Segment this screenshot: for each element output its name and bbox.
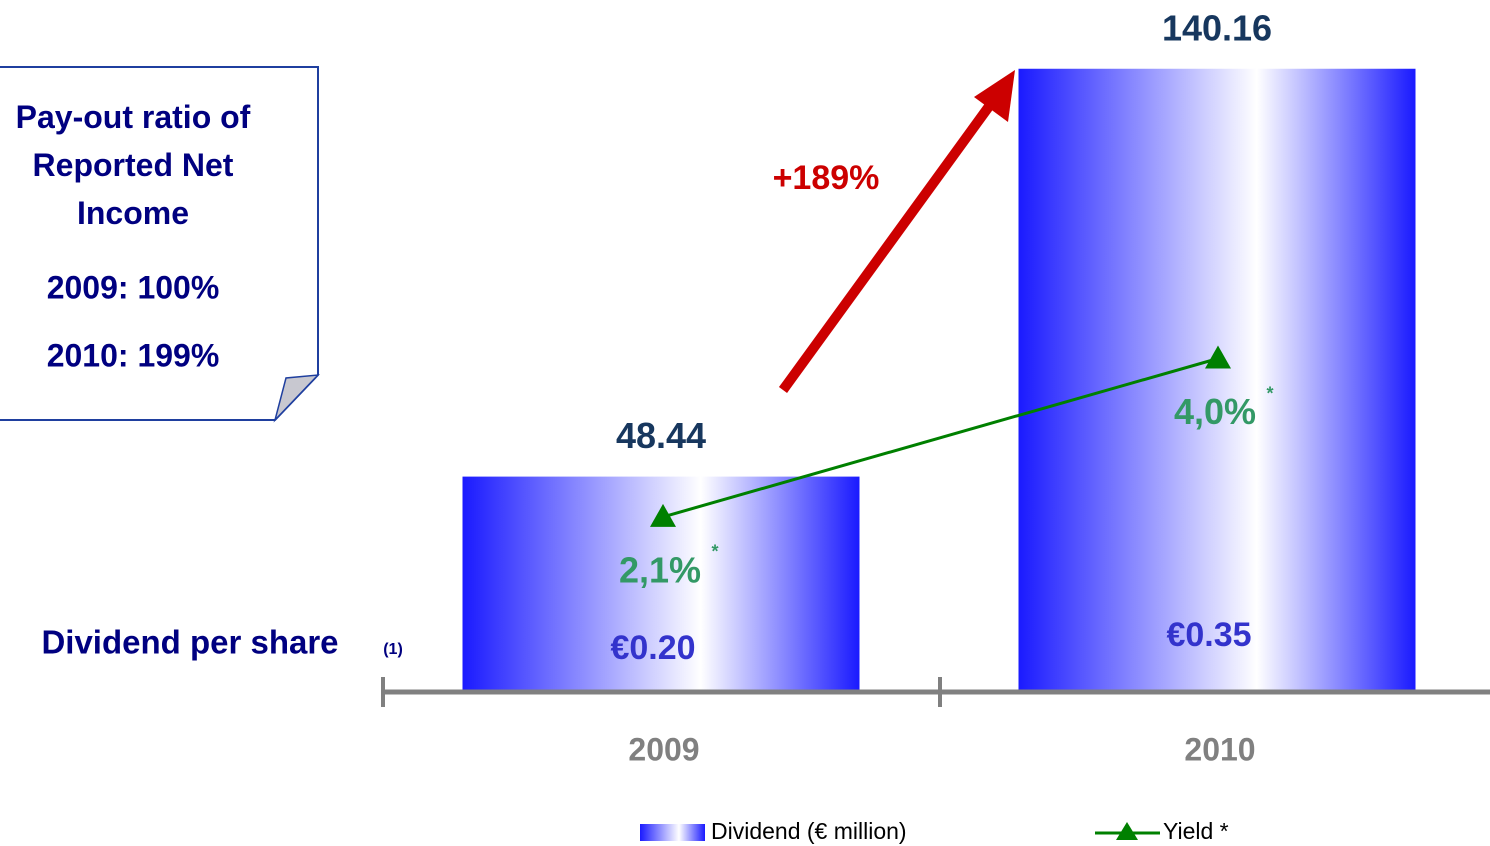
yield-value-label: 4,0% — [1174, 391, 1256, 432]
yield-line — [662, 357, 1219, 519]
dps-value: €0.35 — [1166, 616, 1251, 654]
note-line: 2009: 100% — [47, 269, 220, 305]
note-line: 2010: 199% — [47, 337, 220, 373]
yield-note: * — [711, 542, 718, 562]
growth-arrow — [778, 102, 995, 393]
yield-marker — [1205, 345, 1231, 369]
bar-value-label: 140.16 — [1162, 7, 1272, 48]
legend-label: Dividend (€ million) — [711, 818, 907, 844]
growth-label: +189% — [773, 159, 880, 197]
yield-note: * — [1266, 383, 1273, 403]
bar-value-label: 48.44 — [616, 415, 706, 456]
yield-marker — [650, 503, 676, 527]
x-tick-label: 2010 — [1184, 731, 1255, 767]
bar — [1018, 68, 1416, 693]
legend-marker — [1116, 822, 1138, 840]
x-tick-label: 2009 — [628, 731, 699, 767]
note-title: Pay-out ratio of Reported Net Income — [16, 99, 251, 231]
arrow-head — [974, 70, 1015, 122]
legend-swatch — [640, 824, 705, 841]
dps-label: Dividend per share — [41, 624, 338, 661]
yield-value-label: 2,1% — [619, 549, 701, 590]
dps-note: (1) — [383, 641, 403, 658]
note-fold — [273, 374, 320, 423]
dps-value: €0.20 — [610, 629, 695, 667]
legend-label: Yield * — [1163, 818, 1229, 844]
